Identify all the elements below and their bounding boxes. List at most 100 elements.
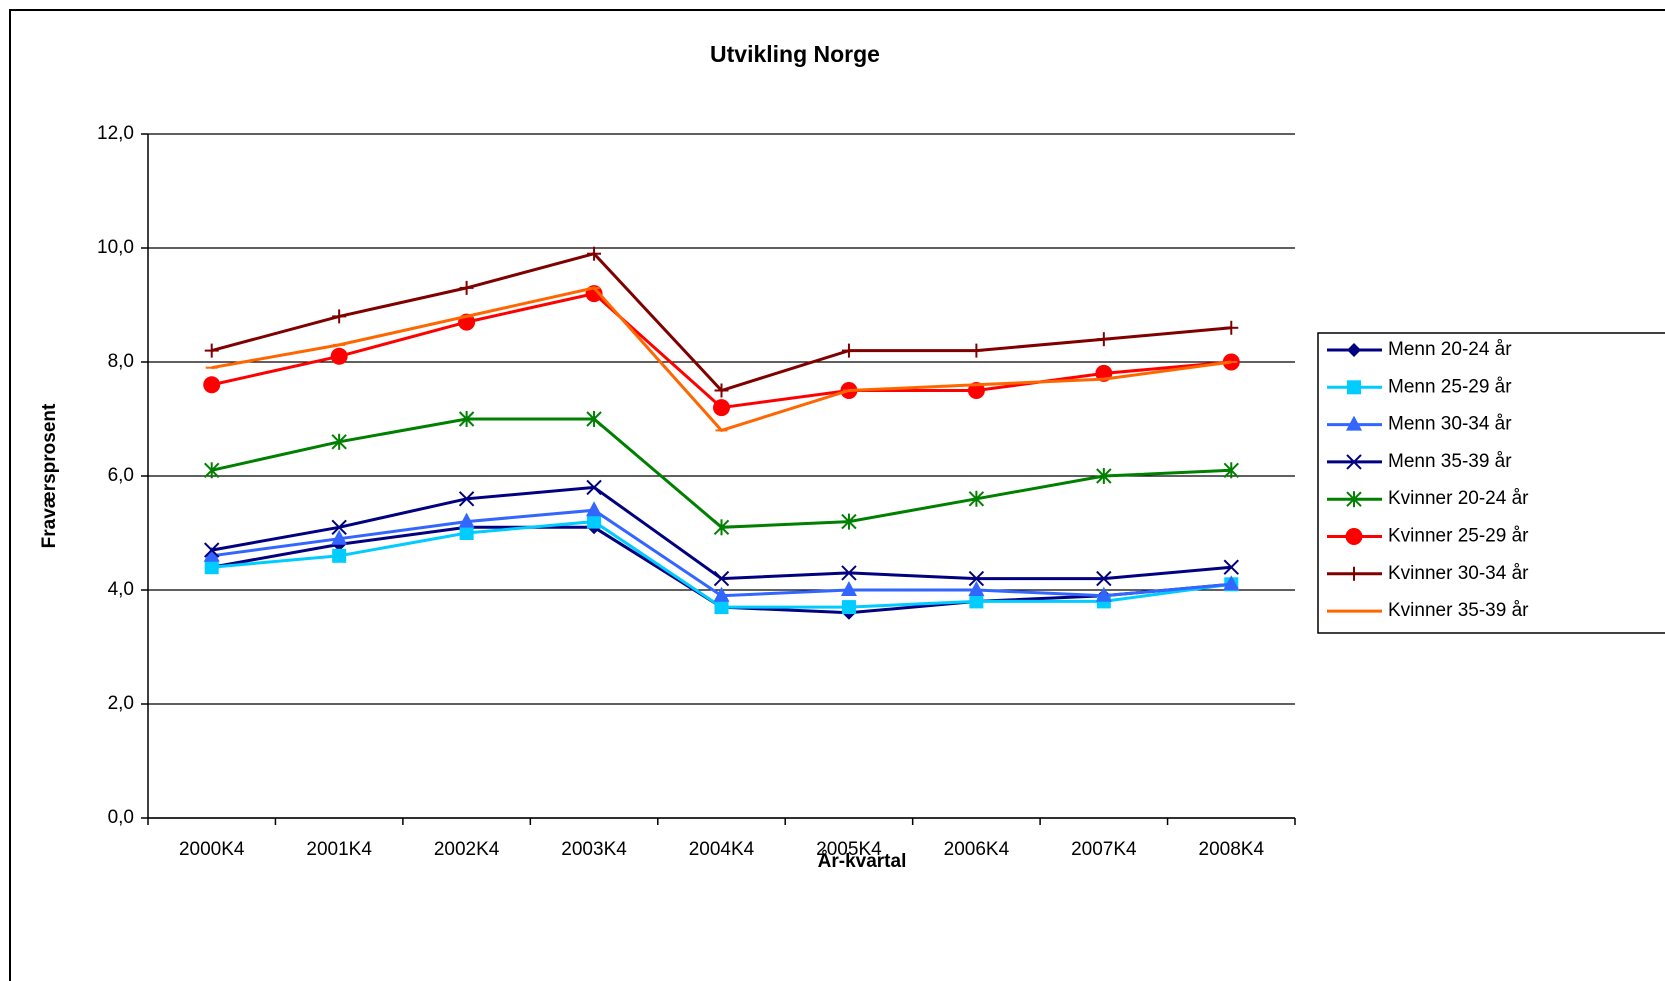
data-point [1224,320,1239,335]
marker-shape [714,600,729,615]
data-point [1096,570,1112,587]
data-point [1096,468,1112,484]
x-axis-label: År-kvartal [818,851,907,872]
data-point [713,519,730,536]
marker-shape [458,512,475,528]
marker-shape [969,594,984,609]
marker-shape [331,529,348,545]
data-point [586,501,603,517]
data-point [1223,559,1239,575]
marker-shape [840,581,857,596]
data-point [713,399,730,417]
legend-label: Kvinner 35-39 år [1388,600,1529,621]
data-point [968,570,985,587]
marker-stroke [1096,570,1112,587]
marker-shape [1347,380,1361,395]
marker-shape [713,399,730,417]
data-point [969,594,984,609]
marker-stroke [713,570,730,587]
marker-shape [459,526,474,540]
legend-label: Menn 30-34 år [1388,414,1512,435]
marker-stroke [204,542,220,558]
legend-label: Kvinner 20-24 år [1388,488,1529,509]
x-tick-label: 2003K4 [561,839,627,860]
marker-shape [203,546,220,562]
data-point [1223,575,1240,591]
marker-stroke [458,491,475,507]
data-point [968,490,985,507]
x-tick-label: 2005K4 [816,839,882,860]
data-point [204,560,219,575]
legend-label: Menn 20-24 år [1388,339,1512,360]
data-point [587,246,602,261]
data-point [204,343,219,358]
marker-stroke [331,519,347,536]
data-point [331,519,347,536]
x-tick-label: 2006K4 [944,839,1010,860]
y-tick-label: 8,0 [108,351,134,372]
data-point [713,586,730,602]
data-point [330,347,348,365]
marker-stroke [586,479,602,496]
data-point [459,280,474,295]
legend-marker [1345,528,1363,545]
data-point [587,514,602,529]
data-point [459,526,474,540]
data-point [841,600,856,615]
legend-label: Menn 35-39 år [1388,451,1512,472]
marker-shape [1347,343,1361,357]
y-tick-label: 12,0 [97,123,134,144]
marker-stroke [1346,454,1362,470]
marker-shape [203,376,221,394]
marker-shape [332,548,347,563]
marker-shape [713,586,730,602]
marker-shape [586,501,603,517]
data-point [332,548,347,563]
legend-marker [1347,380,1361,395]
x-tick-label: 2008K4 [1199,839,1265,860]
data-point [458,512,475,528]
data-point [331,433,347,450]
data-point [968,581,985,596]
legend-marker [1346,415,1362,431]
data-point [713,570,730,587]
x-tick-label: 2001K4 [306,839,372,860]
marker-stroke [841,565,857,581]
y-tick-label: 2,0 [108,693,134,714]
marker-shape [841,600,856,615]
data-point [714,383,729,398]
marker-shape [968,581,985,596]
data-point [203,376,221,394]
data-point [458,411,475,427]
marker-shape [1223,575,1240,591]
marker-stroke [1223,559,1239,575]
x-tick-label: 2000K4 [179,839,245,860]
data-point [1096,332,1111,347]
data-point [1095,586,1112,602]
legend-marker [1347,566,1361,581]
y-tick-label: 10,0 [97,237,134,258]
legend-label: Menn 25-29 år [1388,376,1512,397]
marker-shape [330,347,348,365]
data-point [331,529,348,545]
x-tick-label: 2002K4 [434,839,500,860]
legend-marker [1346,491,1362,508]
legend-box [1317,332,1665,634]
data-point [969,343,984,358]
marker-shape [1095,586,1112,602]
data-point [841,513,857,530]
data-point [204,462,220,479]
legend-label: Kvinner 30-34 år [1388,563,1529,584]
data-point [458,491,475,507]
data-point [203,546,220,562]
legend-marker [1347,343,1361,357]
chart-title: Utvikling Norge [710,41,880,67]
legend-label: Kvinner 25-29 år [1388,526,1529,547]
marker-shape [587,514,602,529]
x-tick-label: 2004K4 [689,839,755,860]
data-point [586,479,602,496]
data-point [1223,462,1239,479]
data-point [841,343,856,358]
y-tick-label: 4,0 [108,579,134,600]
